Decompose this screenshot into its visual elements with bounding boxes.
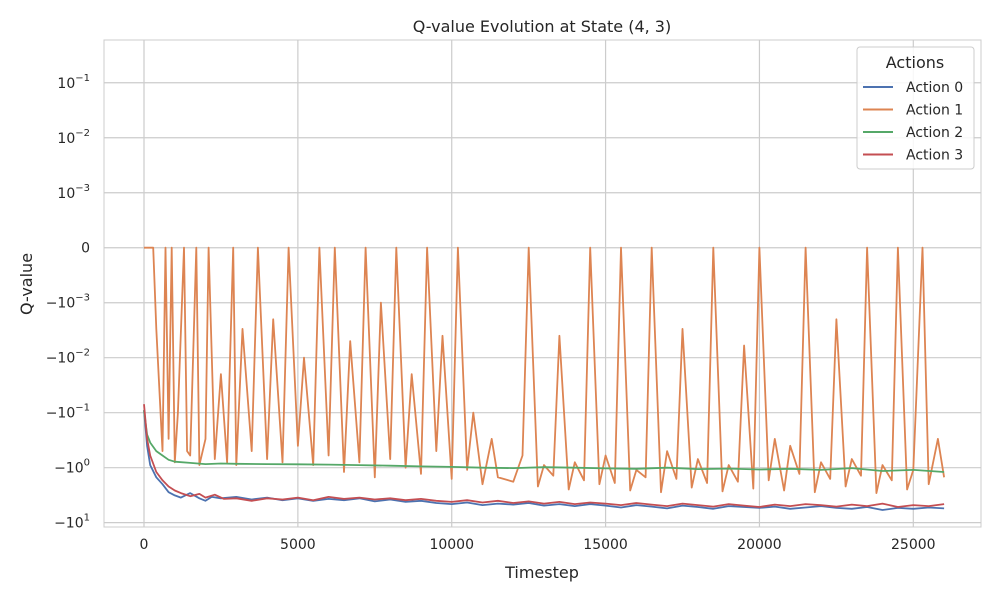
- legend-box: [856, 46, 975, 170]
- y-axis-label: Q-value: [17, 253, 36, 315]
- y-tick-label: 10−2: [57, 128, 90, 147]
- series-line-action-0: [143, 410, 945, 511]
- grid-layer: [104, 40, 981, 527]
- tick-layer: 0 5000 10000 15000 20000 25000−101−100−10−1−1…: [46, 73, 936, 553]
- x-tick-label: 20000: [737, 537, 782, 553]
- series-layer: [143, 246, 945, 511]
- y-tick-label: 10−1: [57, 73, 90, 92]
- legend-label: Action 1: [906, 103, 963, 119]
- y-tick-exponent: 1: [84, 513, 90, 524]
- y-tick-label: 0: [81, 241, 90, 257]
- x-axis-label: Timestep: [504, 563, 579, 582]
- y-tick-label: −101: [54, 513, 90, 532]
- y-tick-base: −10: [46, 406, 76, 422]
- y-tick-label: −10−1: [46, 403, 90, 422]
- y-tick-base: −10: [46, 296, 76, 312]
- x-tick-label: 25000: [891, 537, 936, 553]
- y-tick-exponent: −3: [75, 183, 90, 194]
- y-tick-exponent: −2: [75, 348, 90, 359]
- y-tick-label: −100: [54, 458, 90, 477]
- y-tick-exponent: −2: [75, 128, 90, 139]
- chart-title: Q-value Evolution at State (4, 3): [413, 17, 671, 36]
- x-tick-label: 5000: [280, 537, 316, 553]
- y-tick-exponent: −1: [75, 403, 90, 414]
- y-tick-base: 0: [81, 241, 90, 257]
- plot-area: [103, 39, 982, 528]
- legend-label: Action 0: [906, 80, 963, 96]
- y-tick-label: 10−3: [57, 183, 90, 202]
- y-tick-label: −10−2: [46, 348, 90, 367]
- y-tick-exponent: 0: [84, 458, 90, 469]
- legend-label: Action 2: [906, 125, 963, 141]
- y-tick-base: −10: [54, 516, 84, 532]
- y-tick-base: 10: [57, 76, 75, 92]
- y-tick-label: −10−3: [46, 293, 90, 312]
- y-tick-base: −10: [54, 461, 84, 477]
- x-tick-label: 0: [140, 537, 149, 553]
- y-tick-base: −10: [46, 351, 76, 367]
- series-line-action-3: [143, 404, 945, 508]
- x-tick-label: 10000: [429, 537, 474, 553]
- series-line-action-2: [143, 410, 945, 473]
- y-tick-exponent: −3: [75, 293, 90, 304]
- y-tick-base: 10: [57, 186, 75, 202]
- y-tick-base: 10: [57, 131, 75, 147]
- legend-label: Action 3: [906, 148, 963, 164]
- legend-title: Actions: [886, 53, 944, 72]
- x-tick-label: 15000: [583, 537, 628, 553]
- y-tick-exponent: −1: [75, 73, 90, 84]
- legend: Actions Action 0 Action 1 Action 2 Action 3: [856, 46, 975, 170]
